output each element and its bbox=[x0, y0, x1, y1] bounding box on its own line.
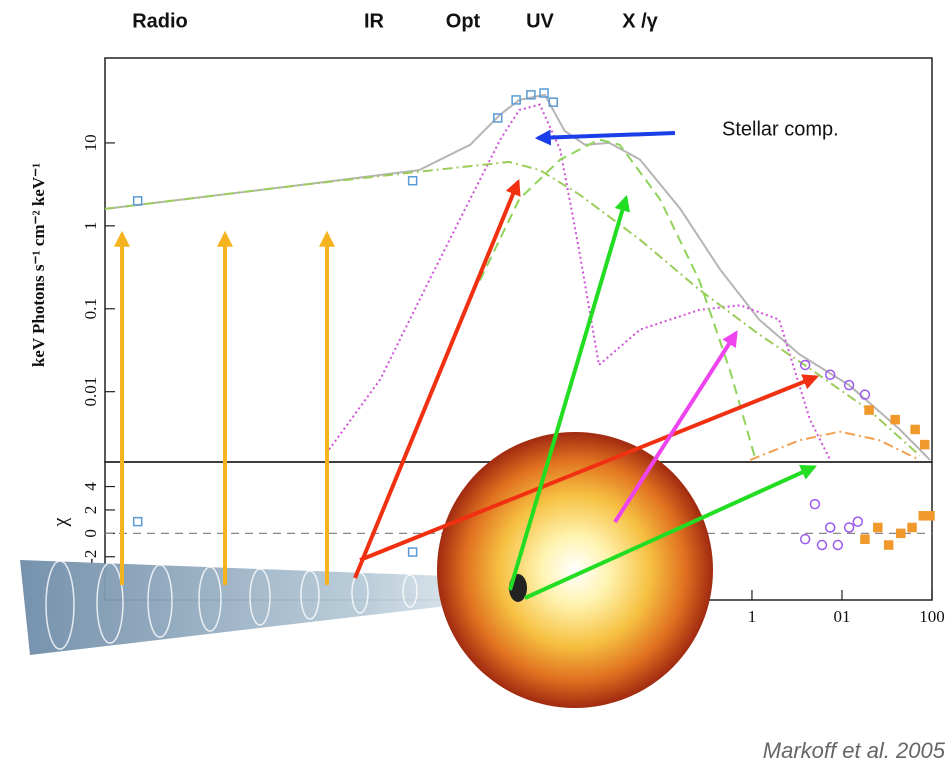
y-tick-label: 0.1 bbox=[81, 298, 100, 319]
model-curve bbox=[105, 162, 920, 456]
data-point bbox=[810, 500, 819, 509]
data-point bbox=[861, 535, 869, 543]
x-tick-label: 1 bbox=[748, 607, 757, 626]
figure: 1010.10.01420-2101100 Radio IR Opt UV X … bbox=[0, 0, 947, 772]
x-tick-label: 100 bbox=[919, 607, 945, 626]
band-label: X /γ bbox=[622, 10, 658, 32]
y-axis-label: keV Photons s⁻¹ cm⁻² keV⁻¹ bbox=[29, 163, 48, 367]
model-curve bbox=[329, 105, 830, 460]
data-point bbox=[409, 177, 417, 185]
residual-label: χ bbox=[50, 517, 72, 527]
data-point bbox=[897, 529, 905, 537]
y-tick-label: 0.01 bbox=[81, 377, 100, 407]
arrow bbox=[538, 133, 675, 138]
annotation: Stellar comp. bbox=[722, 118, 839, 140]
data-point bbox=[926, 512, 934, 520]
data-point bbox=[921, 441, 929, 449]
data-point bbox=[891, 416, 899, 424]
y-tick-label: 2 bbox=[81, 506, 100, 515]
data-point bbox=[818, 541, 827, 550]
data-point bbox=[845, 523, 854, 532]
data-point bbox=[874, 523, 882, 531]
x-tick-label: 01 bbox=[833, 607, 850, 626]
data-point bbox=[885, 541, 893, 549]
data-point bbox=[908, 523, 916, 531]
data-point bbox=[409, 548, 417, 556]
data-point bbox=[865, 406, 873, 414]
model-curve bbox=[750, 432, 920, 460]
data-point bbox=[911, 425, 919, 433]
data-point bbox=[134, 518, 142, 526]
band-label: IR bbox=[364, 10, 385, 32]
data-point bbox=[853, 517, 862, 526]
data-point bbox=[801, 535, 810, 544]
y-tick-label: 10 bbox=[81, 134, 100, 151]
band-label: UV bbox=[526, 10, 554, 32]
model-curve bbox=[105, 95, 930, 460]
y-tick-label: 4 bbox=[81, 482, 100, 491]
band-label: Radio bbox=[132, 10, 188, 32]
band-label: Opt bbox=[446, 10, 481, 32]
y-tick-label: 1 bbox=[81, 222, 100, 231]
caption: Markoff et al. 2005 bbox=[763, 738, 946, 763]
y-tick-label: 0 bbox=[81, 529, 100, 538]
data-point bbox=[833, 541, 842, 550]
y-tick-label: -2 bbox=[81, 550, 100, 564]
model-curve bbox=[480, 140, 756, 461]
data-point bbox=[826, 523, 835, 532]
